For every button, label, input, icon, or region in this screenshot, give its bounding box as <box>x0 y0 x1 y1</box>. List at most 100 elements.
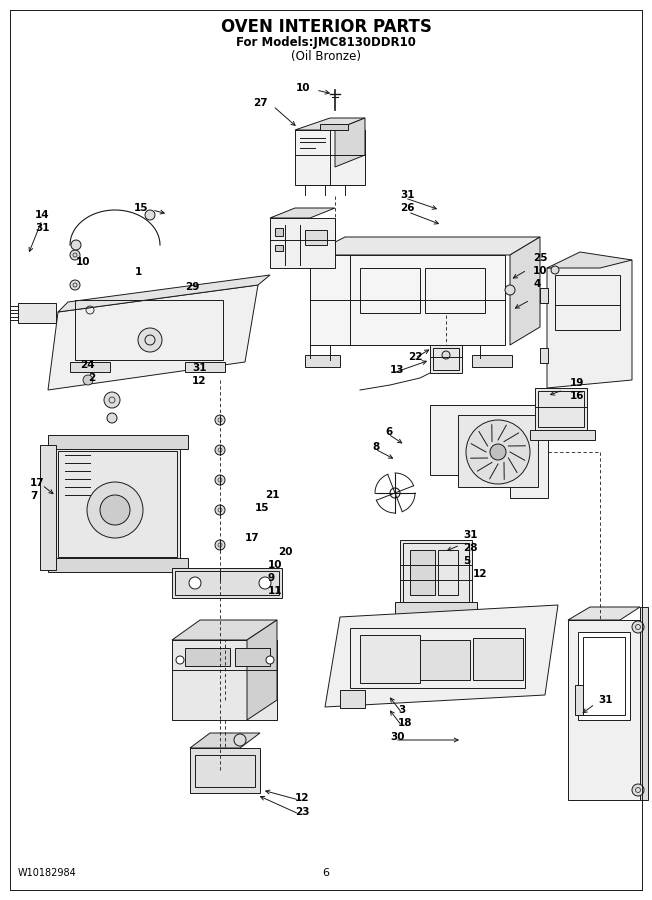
Bar <box>350 628 525 688</box>
Text: 2: 2 <box>88 373 95 383</box>
Polygon shape <box>510 237 540 345</box>
Bar <box>458 415 538 487</box>
Bar <box>305 230 327 245</box>
Text: 19: 19 <box>570 378 584 388</box>
Text: 10: 10 <box>76 257 90 267</box>
Polygon shape <box>172 620 277 640</box>
Text: (Oil Bronze): (Oil Bronze) <box>291 50 361 63</box>
Polygon shape <box>295 118 365 130</box>
Circle shape <box>234 734 246 746</box>
Polygon shape <box>547 260 632 388</box>
Circle shape <box>490 444 506 460</box>
Polygon shape <box>58 275 270 312</box>
Bar <box>583 637 625 715</box>
Bar <box>172 568 282 598</box>
Circle shape <box>104 392 120 408</box>
Polygon shape <box>325 605 558 707</box>
Bar <box>40 445 56 570</box>
Circle shape <box>83 375 93 385</box>
Bar <box>275 245 283 251</box>
Bar <box>190 748 260 793</box>
Bar <box>433 348 459 370</box>
Bar <box>538 391 584 427</box>
Text: 25: 25 <box>533 253 548 263</box>
Polygon shape <box>48 285 258 390</box>
Text: 31: 31 <box>400 190 415 200</box>
Text: 15: 15 <box>255 503 269 513</box>
Polygon shape <box>547 252 632 268</box>
Bar <box>185 362 225 372</box>
Text: 8: 8 <box>372 442 379 452</box>
Circle shape <box>632 621 644 633</box>
Circle shape <box>505 285 515 295</box>
Bar <box>420 640 470 680</box>
Text: 12: 12 <box>295 793 310 803</box>
Bar <box>70 362 110 372</box>
Polygon shape <box>430 405 548 498</box>
Circle shape <box>466 420 530 484</box>
Text: 6: 6 <box>385 427 393 437</box>
Polygon shape <box>310 237 540 255</box>
Text: 31: 31 <box>35 223 50 233</box>
Text: 13: 13 <box>390 365 404 375</box>
Bar <box>555 275 620 330</box>
Circle shape <box>215 475 225 485</box>
Polygon shape <box>568 607 640 620</box>
Circle shape <box>100 495 130 525</box>
Circle shape <box>266 656 274 664</box>
Bar <box>473 638 523 680</box>
Circle shape <box>215 540 225 550</box>
Text: 27: 27 <box>254 98 268 108</box>
Bar <box>185 648 230 666</box>
Polygon shape <box>270 208 335 218</box>
Bar <box>235 648 270 666</box>
Bar <box>58 451 177 557</box>
Text: 30: 30 <box>390 732 404 742</box>
Text: 23: 23 <box>295 807 310 817</box>
Text: 10: 10 <box>533 266 548 276</box>
Text: 12: 12 <box>192 376 207 386</box>
Text: OVEN INTERIOR PARTS: OVEN INTERIOR PARTS <box>220 18 432 36</box>
Circle shape <box>87 482 143 538</box>
Circle shape <box>71 240 81 250</box>
Circle shape <box>107 413 117 423</box>
Circle shape <box>215 505 225 515</box>
Circle shape <box>215 445 225 455</box>
Circle shape <box>551 266 559 274</box>
Text: 24: 24 <box>80 360 95 370</box>
Bar <box>540 288 548 303</box>
Bar <box>275 228 283 236</box>
Bar <box>400 540 472 605</box>
Bar <box>48 435 188 449</box>
Text: 28: 28 <box>463 543 477 553</box>
Bar <box>438 550 458 595</box>
Text: 29: 29 <box>185 282 200 292</box>
Circle shape <box>145 210 155 220</box>
Text: For Models:JMC8130DDR10: For Models:JMC8130DDR10 <box>236 36 416 49</box>
Bar <box>578 632 630 720</box>
Text: 6: 6 <box>323 868 329 878</box>
Bar <box>360 268 420 313</box>
Bar <box>195 755 255 787</box>
Circle shape <box>138 328 162 352</box>
Circle shape <box>215 570 225 580</box>
Circle shape <box>189 577 201 589</box>
Text: 10: 10 <box>295 83 310 93</box>
Circle shape <box>259 577 271 589</box>
Circle shape <box>442 351 450 359</box>
Bar <box>305 355 340 367</box>
Text: 31: 31 <box>598 695 612 705</box>
Bar <box>18 303 56 323</box>
Text: W10182984: W10182984 <box>18 868 77 878</box>
Circle shape <box>70 250 80 260</box>
Bar <box>395 602 477 616</box>
Text: 21: 21 <box>265 490 280 500</box>
Bar <box>403 543 469 602</box>
Bar <box>175 571 279 595</box>
Text: 15: 15 <box>134 203 148 213</box>
Bar <box>410 550 435 595</box>
Bar <box>340 690 365 708</box>
Text: 18: 18 <box>398 718 413 728</box>
Text: 31: 31 <box>192 363 207 373</box>
Text: 5: 5 <box>463 556 470 566</box>
